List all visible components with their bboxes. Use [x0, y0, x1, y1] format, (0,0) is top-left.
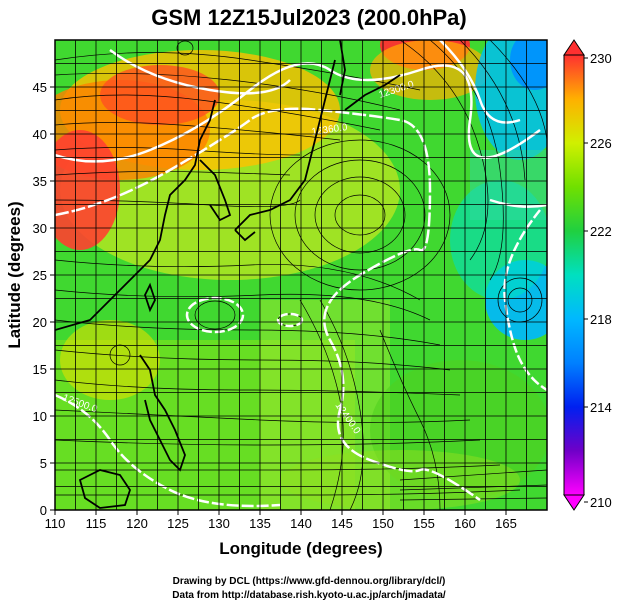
y-axis: 0 5 10 15 20 25 30 35 40 45 Latitude (degrees)	[5, 80, 55, 518]
coastline-asia	[55, 99, 216, 331]
y-tick-label: 35	[33, 174, 47, 189]
y-tick-label: 25	[33, 268, 47, 283]
coastline-taiwan	[144, 282, 156, 313]
x-axis-label: Longitude (degrees)	[219, 539, 382, 558]
colorbar-tick-label: 218	[590, 312, 612, 327]
credit-data: Data from http://database.rish.kyoto-u.a…	[172, 590, 446, 601]
coastline-japan-kyushu	[234, 229, 256, 242]
x-tick-label: 150	[372, 516, 394, 531]
colorbar-tick-label: 214	[590, 400, 612, 415]
x-tick-label: 135	[249, 516, 271, 531]
x-axis: 110 115 120 125 130 135 140 145 150 155 160 165 Lon…	[45, 510, 517, 558]
y-tick-label: 45	[33, 80, 47, 95]
coastline-korea	[199, 159, 232, 222]
y-tick-label: 10	[33, 409, 47, 424]
x-tick-label: 120	[126, 516, 148, 531]
x-tick-label: 125	[167, 516, 189, 531]
x-tick-label: 160	[454, 516, 476, 531]
y-tick-label: 0	[40, 503, 47, 518]
y-tick-label: 20	[33, 315, 47, 330]
colorbar-tick-label: 222	[590, 224, 612, 239]
y-axis-label: Latitude (degrees)	[5, 201, 24, 348]
x-tick-label: 140	[290, 516, 312, 531]
graticule	[55, 40, 547, 510]
colorbar: 230 226 222 218 214 210	[563, 39, 612, 511]
coastline-kurils	[344, 74, 401, 111]
x-tick-label: 165	[495, 516, 517, 531]
colorbar-bottom-arrow	[563, 494, 585, 511]
y-tick-label: 30	[33, 221, 47, 236]
coastline-japan	[234, 59, 336, 231]
colorbar-top-arrow	[563, 39, 585, 56]
x-tick-label: 145	[331, 516, 353, 531]
colorbar-scale	[563, 54, 585, 496]
colorbar-tick-label: 230	[590, 51, 612, 66]
height-contours	[55, 40, 547, 508]
y-tick-label: 40	[33, 127, 47, 142]
map-title: GSM 12Z15Jul2023 (200.0hPa)	[151, 5, 467, 30]
y-tick-label: 5	[40, 456, 47, 471]
x-tick-label: 155	[413, 516, 435, 531]
x-tick-label: 110	[45, 516, 66, 531]
colorbar-tick-label: 210	[590, 495, 612, 510]
colorbar-tick-label: 226	[590, 136, 612, 151]
coastline-borneo	[78, 469, 131, 509]
temperature-field	[55, 40, 547, 510]
y-tick-label: 15	[33, 362, 47, 377]
x-tick-label: 130	[208, 516, 230, 531]
plot-area: 12300.0 12360.0 12400.0 12500.0	[55, 40, 547, 510]
coastline-philippines	[139, 354, 186, 472]
streamlines	[55, 40, 547, 510]
credit-drawing: Drawing by DCL (https://www.gfd-dennou.o…	[173, 576, 446, 587]
x-tick-label: 115	[86, 516, 107, 531]
